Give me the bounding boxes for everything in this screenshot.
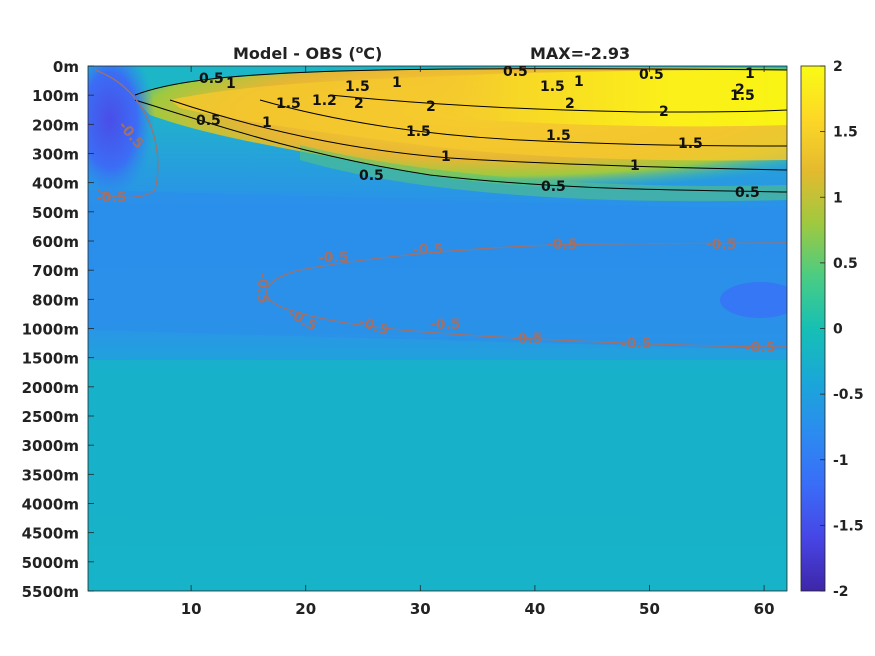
contour-label-2: 2 (659, 104, 669, 120)
contour-label-1.5: 1.5 (546, 128, 571, 144)
contour-label-neg-0.5: -0.5 (413, 242, 444, 258)
contour-label-0.5: 0.5 (199, 71, 224, 87)
heatmap-deep-band (88, 360, 787, 591)
contour-label-neg-0.5: -0.5 (318, 250, 349, 266)
contour-label-0.5: 0.5 (503, 64, 528, 80)
contour-label-1: 1 (574, 74, 584, 90)
colorbar-tick-label: -1.5 (833, 518, 864, 534)
contour-label-neg-0.5: -0.5 (706, 237, 737, 253)
contour-label-0.5: 0.5 (196, 113, 221, 129)
negative-contour-labels: -0.5 -0.5 -0.5 -0.5 -0.5 -0.5 -0.5 -0.5 … (96, 118, 776, 356)
contour-label-0.5: 0.5 (735, 185, 760, 201)
contour-label-neg-0.5: -0.5 (430, 317, 461, 333)
heatmap-cold-band (88, 190, 787, 350)
colorbar-tick-label: 0.5 (833, 256, 858, 272)
contour-neg-0.5-upper (299, 242, 787, 271)
contour-label-neg-0.5: -0.5 (745, 340, 776, 356)
y-tick-label: 100m (32, 87, 79, 105)
colorbar-tick-label: -2 (833, 584, 849, 600)
contour-0.5-lower (134, 99, 787, 193)
x-tick-label: 60 (754, 600, 775, 618)
y-tick-label: 3000m (22, 437, 79, 455)
contour-1 (169, 99, 787, 171)
y-tick-label: 400m (32, 175, 79, 193)
contour-label-neg-0.5: -0.5 (547, 237, 578, 253)
y-axis: 0m 100m 200m 300m 400m 500m 600m 700m 800m 1000m 1… (22, 58, 94, 601)
contour-label-neg-0.5: -0.5 (621, 336, 652, 352)
contour-label-0.5: 0.5 (541, 179, 566, 195)
y-tick-label: 600m (32, 233, 79, 251)
title-degree: o (356, 43, 364, 56)
y-tick-label: 5500m (22, 583, 79, 601)
colorbar-tick-label: 1 (833, 190, 843, 206)
colorbar-tick-label: 2 (833, 59, 843, 75)
colorbar-tick-label: 0 (833, 322, 843, 338)
y-tick-label: 2500m (22, 408, 79, 426)
contour-label-neg-0.5: -0.5 (254, 273, 270, 304)
heatmap-cold-blob (88, 66, 155, 200)
y-tick-label: 200m (32, 116, 79, 134)
contour-label-1.5: 1.5 (406, 124, 431, 140)
y-tick-label: 300m (32, 146, 79, 164)
y-tick-label: 0m (53, 58, 79, 76)
x-tick-label: 50 (639, 600, 660, 618)
y-tick-label: 4000m (22, 496, 79, 514)
contour-label-1: 1 (262, 115, 272, 131)
contour-label-1.5: 1.5 (730, 88, 755, 104)
plot-area: 0.5 1 1.5 1 0.5 1.5 1 0.5 0.5 1.5 1.2 2 … (88, 64, 787, 591)
y-tick-label: 4500m (22, 525, 79, 543)
title-unit: C) (363, 44, 382, 63)
contour-label-1.5: 1.5 (276, 96, 301, 112)
contour-label-2: 2 (354, 96, 364, 112)
contour-neg-0.5-middle (266, 269, 787, 348)
positive-contours (134, 68, 787, 193)
negative-contours (94, 69, 787, 348)
heatmap-green-fringe (300, 145, 787, 202)
contour-label-1: 1 (441, 149, 451, 165)
heatmap-cold-patch-right (720, 282, 787, 318)
contour-label-1: 1 (226, 76, 236, 92)
colorbar-tick-label: -1 (833, 453, 849, 469)
x-tick-label: 20 (295, 600, 316, 618)
y-tick-label: 800m (32, 291, 79, 309)
contour-label-1: 1 (392, 75, 402, 91)
title-text: Model - OBS ( (233, 44, 356, 63)
positive-contour-labels: 0.5 1 1.5 1 0.5 1.5 1 0.5 0.5 1.5 1.2 2 … (196, 64, 760, 201)
contour-neg-0.5-left (94, 69, 159, 199)
contour-label-2: 2 (565, 96, 575, 112)
contour-0.5-upper (134, 68, 787, 96)
chart-title: Model - OBS (oC) (233, 43, 382, 63)
y-tick-label: 1500m (22, 350, 79, 368)
y-tick-label: 2000m (22, 379, 79, 397)
contour-label-neg-0.5: -0.5 (512, 331, 543, 347)
contour-label-1: 1 (745, 66, 755, 82)
x-tick-label: 10 (181, 600, 202, 618)
contour-label-neg-0.5: -0.5 (96, 190, 127, 206)
contour-label-2: 2 (426, 99, 436, 115)
contour-1.5 (259, 99, 787, 147)
contour-label-1: 1 (630, 158, 640, 174)
contour-label-1.5: 1.5 (678, 136, 703, 152)
colorbar-axis: 2 1.5 1 0.5 0 -0.5 -1 -1.5 -2 (820, 59, 864, 600)
contour-2 (329, 94, 787, 113)
y-tick-label: 500m (32, 204, 79, 222)
x-tick-label: 30 (410, 600, 431, 618)
y-tick-label: 3500m (22, 466, 79, 484)
chart-max-label: MAX=-2.93 (530, 44, 630, 63)
contour-label-0.5: 0.5 (639, 67, 664, 83)
colorbar-tick-label: 1.5 (833, 125, 858, 141)
contour-label-1.2: 1.2 (312, 93, 337, 109)
x-axis: 10 20 30 40 50 60 (181, 66, 775, 618)
contour-label-2: 2 (735, 82, 745, 98)
contour-label-0.5: 0.5 (359, 168, 384, 184)
y-tick-label: 1000m (22, 321, 79, 339)
y-tick-label: 700m (32, 262, 79, 280)
colorbar-tick-label: -0.5 (833, 387, 864, 403)
contour-label-1.5: 1.5 (345, 79, 370, 95)
contour-label-1.5: 1.5 (540, 79, 565, 95)
x-tick-label: 40 (524, 600, 545, 618)
y-tick-label: 5000m (22, 554, 79, 572)
